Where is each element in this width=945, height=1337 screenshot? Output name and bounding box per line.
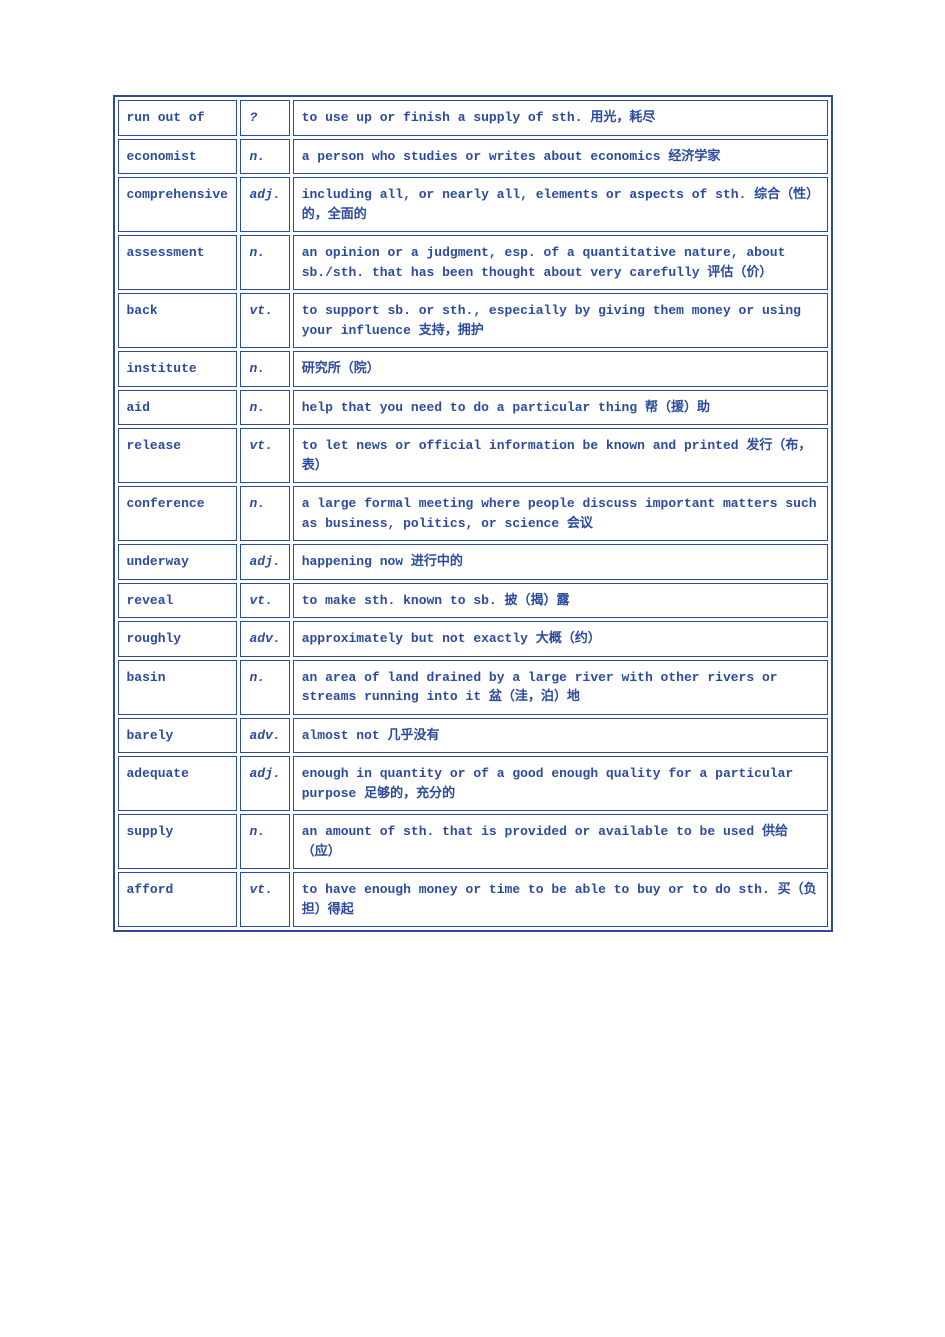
part-of-speech-cell: adv. [240,718,289,754]
definition-cell: an area of land drained by a large river… [293,660,828,715]
word-cell: reveal [118,583,238,619]
table-row: adequateadj.enough in quantity or of a g… [118,756,828,811]
vocabulary-table-body: run out of?to use up or finish a supply … [118,100,828,927]
definition-cell: to support sb. or sth., especially by gi… [293,293,828,348]
word-cell: run out of [118,100,238,136]
word-cell: supply [118,814,238,869]
word-cell: release [118,428,238,483]
table-row: revealvt.to make sth. known to sb. 披（揭）露 [118,583,828,619]
table-row: releasevt.to let news or official inform… [118,428,828,483]
part-of-speech-cell: n. [240,139,289,175]
definition-cell: an opinion or a judgment, esp. of a quan… [293,235,828,290]
part-of-speech-cell: n. [240,660,289,715]
part-of-speech-cell: vt. [240,293,289,348]
word-cell: barely [118,718,238,754]
part-of-speech-cell: vt. [240,872,289,927]
table-row: aidn.help that you need to do a particul… [118,390,828,426]
definition-cell: to let news or official information be k… [293,428,828,483]
table-row: run out of?to use up or finish a supply … [118,100,828,136]
word-cell: afford [118,872,238,927]
definition-cell: an amount of sth. that is provided or av… [293,814,828,869]
word-cell: assessment [118,235,238,290]
word-cell: conference [118,486,238,541]
part-of-speech-cell: adv. [240,621,289,657]
part-of-speech-cell: n. [240,390,289,426]
definition-cell: help that you need to do a particular th… [293,390,828,426]
word-cell: underway [118,544,238,580]
part-of-speech-cell: n. [240,814,289,869]
word-cell: adequate [118,756,238,811]
table-row: economistn.a person who studies or write… [118,139,828,175]
definition-cell: to use up or finish a supply of sth. 用光，… [293,100,828,136]
definition-cell: a person who studies or writes about eco… [293,139,828,175]
table-row: affordvt.to have enough money or time to… [118,872,828,927]
part-of-speech-cell: ? [240,100,289,136]
table-row: barelyadv.almost not 几乎没有 [118,718,828,754]
word-cell: economist [118,139,238,175]
definition-cell: to make sth. known to sb. 披（揭）露 [293,583,828,619]
part-of-speech-cell: adj. [240,756,289,811]
definition-cell: to have enough money or time to be able … [293,872,828,927]
table-row: comprehensiveadj.including all, or nearl… [118,177,828,232]
definition-cell: 研究所（院） [293,351,828,387]
table-row: conferencen.a large formal meeting where… [118,486,828,541]
table-row: instituten.研究所（院） [118,351,828,387]
table-row: roughlyadv.approximately but not exactly… [118,621,828,657]
word-cell: roughly [118,621,238,657]
table-row: backvt.to support sb. or sth., especiall… [118,293,828,348]
table-row: underwayadj.happening now 进行中的 [118,544,828,580]
part-of-speech-cell: vt. [240,583,289,619]
table-row: supplyn.an amount of sth. that is provid… [118,814,828,869]
part-of-speech-cell: n. [240,235,289,290]
vocabulary-table: run out of?to use up or finish a supply … [113,95,833,932]
word-cell: aid [118,390,238,426]
definition-cell: happening now 进行中的 [293,544,828,580]
part-of-speech-cell: n. [240,486,289,541]
part-of-speech-cell: n. [240,351,289,387]
table-row: basinn.an area of land drained by a larg… [118,660,828,715]
word-cell: comprehensive [118,177,238,232]
definition-cell: a large formal meeting where people disc… [293,486,828,541]
part-of-speech-cell: adj. [240,177,289,232]
definition-cell: almost not 几乎没有 [293,718,828,754]
word-cell: institute [118,351,238,387]
part-of-speech-cell: vt. [240,428,289,483]
definition-cell: approximately but not exactly 大概（约） [293,621,828,657]
part-of-speech-cell: adj. [240,544,289,580]
definition-cell: enough in quantity or of a good enough q… [293,756,828,811]
word-cell: back [118,293,238,348]
definition-cell: including all, or nearly all, elements o… [293,177,828,232]
word-cell: basin [118,660,238,715]
table-row: assessmentn.an opinion or a judgment, es… [118,235,828,290]
